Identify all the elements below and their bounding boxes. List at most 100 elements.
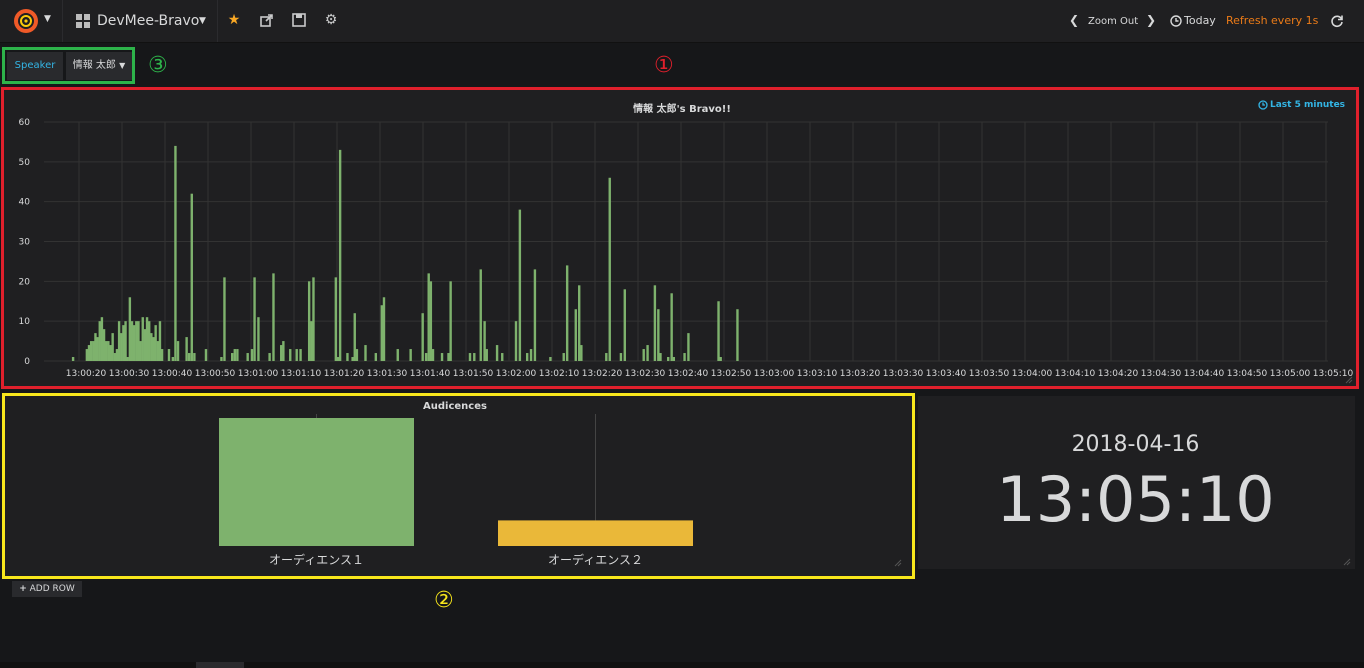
chart-bar[interactable]	[346, 353, 349, 361]
chart-bar[interactable]	[85, 349, 89, 361]
chart-bar[interactable]	[424, 353, 428, 361]
refresh-interval[interactable]: Refresh every 1s	[1226, 14, 1319, 27]
speaker-variable-dropdown[interactable]: 情報 太郎 ▼	[66, 52, 132, 80]
chart-bar[interactable]	[336, 357, 340, 361]
chart-bar[interactable]	[310, 321, 313, 361]
time-range-picker[interactable]: Today	[1184, 14, 1216, 27]
chart-bar[interactable]	[220, 357, 223, 361]
chart-bar[interactable]	[295, 349, 298, 361]
chart-bar[interactable]	[338, 149, 342, 361]
chart-bar[interactable]	[307, 281, 311, 361]
chart-bar[interactable]	[137, 321, 140, 361]
chart-bar[interactable]	[124, 321, 127, 361]
chart-bar[interactable]	[87, 345, 91, 361]
chart-bar[interactable]	[483, 321, 486, 361]
chart-bar[interactable]	[148, 321, 151, 361]
chart-bar[interactable]	[257, 317, 260, 361]
chart-bar[interactable]	[355, 349, 359, 361]
chart-bar[interactable]	[529, 349, 533, 361]
chart-bar[interactable]	[501, 353, 504, 361]
chart-bar[interactable]	[107, 341, 110, 361]
chart-bar[interactable]	[427, 273, 430, 361]
chart-bar[interactable]	[126, 357, 129, 361]
chart-bar[interactable]	[253, 277, 256, 361]
chart-bar[interactable]	[145, 317, 149, 361]
chart-bar[interactable]	[188, 353, 191, 361]
chart-bar[interactable]	[619, 353, 623, 361]
chart-bar[interactable]	[280, 345, 283, 361]
chart-bar[interactable]	[353, 313, 356, 361]
chart-bar[interactable]	[160, 349, 164, 361]
chart-bar[interactable]	[659, 353, 662, 361]
audience-bar[interactable]	[498, 520, 693, 546]
chart-bar[interactable]	[719, 357, 722, 361]
bottom-scrollbar-thumb[interactable]	[196, 662, 244, 668]
chart-bar[interactable]	[122, 325, 125, 361]
chevron-left-icon[interactable]: ❮	[1069, 13, 1080, 27]
chart-bar[interactable]	[152, 337, 155, 361]
chart-bar[interactable]	[120, 333, 123, 361]
graph-panel-title[interactable]: 情報 太郎's Bravo!!	[633, 104, 731, 115]
chart-bar[interactable]	[71, 357, 75, 361]
chart-bar[interactable]	[176, 341, 180, 361]
chart-bar[interactable]	[246, 353, 249, 361]
chart-bar[interactable]	[670, 293, 673, 361]
chart-bar[interactable]	[364, 345, 367, 361]
chart-bar[interactable]	[100, 317, 104, 361]
chart-bar[interactable]	[440, 353, 444, 361]
chart-bar[interactable]	[525, 353, 529, 361]
chart-bar[interactable]	[289, 349, 292, 361]
audiences-panel-title[interactable]: Audicences	[423, 401, 487, 412]
chart-bar[interactable]	[447, 353, 450, 361]
chart-bar[interactable]	[533, 269, 537, 361]
chart-bar[interactable]	[154, 325, 157, 361]
chart-bar[interactable]	[236, 349, 239, 361]
chart-bar[interactable]	[717, 301, 720, 361]
chart-bar[interactable]	[485, 349, 488, 361]
chart-bar[interactable]	[683, 353, 686, 361]
refresh-icon[interactable]	[1330, 14, 1344, 28]
chart-bar[interactable]	[396, 349, 399, 361]
chart-bar[interactable]	[608, 177, 611, 361]
chart-bar[interactable]	[231, 353, 234, 361]
chart-bar[interactable]	[150, 333, 153, 361]
chart-bar[interactable]	[518, 209, 522, 361]
chart-bar[interactable]	[185, 337, 188, 361]
chevron-right-icon[interactable]: ❯	[1146, 13, 1157, 27]
chart-bar[interactable]	[98, 321, 101, 361]
panel-resize-handle[interactable]	[1345, 376, 1353, 384]
chart-bar[interactable]	[299, 349, 302, 361]
chart-bar[interactable]	[429, 281, 433, 361]
chart-bar[interactable]	[653, 285, 657, 361]
chart-bar[interactable]	[580, 345, 583, 361]
chart-bar[interactable]	[130, 321, 134, 361]
share-icon[interactable]	[259, 12, 275, 28]
chart-bar[interactable]	[158, 321, 162, 361]
add-row-button[interactable]: + ADD ROW	[12, 581, 82, 597]
chart-bar[interactable]	[374, 353, 378, 361]
chart-bar[interactable]	[623, 289, 626, 361]
chart-bar[interactable]	[102, 329, 106, 361]
chart-bar[interactable]	[115, 349, 119, 361]
chart-bar[interactable]	[156, 341, 160, 361]
chart-bar[interactable]	[380, 305, 384, 361]
chart-bar[interactable]	[657, 309, 660, 361]
chart-bar[interactable]	[574, 309, 577, 361]
chart-bar[interactable]	[479, 269, 482, 361]
chart-bar[interactable]	[193, 353, 196, 361]
chart-bar[interactable]	[272, 273, 275, 361]
chart-bar[interactable]	[578, 285, 581, 361]
chart-bar[interactable]	[514, 321, 518, 361]
chart-bar[interactable]	[409, 349, 412, 361]
chart-bar[interactable]	[642, 349, 645, 361]
chart-bar[interactable]	[672, 357, 676, 361]
chart-bar[interactable]	[736, 309, 739, 361]
chart-bar[interactable]	[204, 349, 208, 361]
chart-bar[interactable]	[334, 277, 338, 361]
chart-bar[interactable]	[92, 341, 95, 361]
panel-resize-handle[interactable]	[1343, 558, 1351, 566]
zoom-out-button[interactable]: Zoom Out	[1088, 16, 1139, 27]
chart-bar[interactable]	[113, 353, 117, 361]
chart-bar[interactable]	[117, 321, 121, 361]
panel-resize-handle[interactable]	[894, 559, 902, 567]
